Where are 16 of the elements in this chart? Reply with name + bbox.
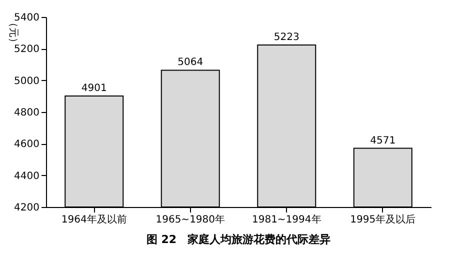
y-tick-label: 4200 xyxy=(14,202,40,214)
x-tick-label: 1981~1994年 xyxy=(252,214,322,226)
text: 图 22 家庭人均旅游花费的代际差异 xyxy=(146,233,331,246)
y-tick-label: 4800 xyxy=(14,108,40,118)
data-label: 4571 xyxy=(370,135,396,146)
y-tick-label: 4600 xyxy=(14,139,40,150)
y-tick-label: 5000 xyxy=(14,76,40,87)
x-tick-label: 1995年及以后 xyxy=(350,214,416,226)
x-tick-label: 1964年及以前 xyxy=(61,214,127,226)
y-tick-label: 5400 xyxy=(14,12,40,24)
data-label: 5064 xyxy=(178,57,204,68)
data-label: 5223 xyxy=(274,32,300,44)
y-tick-label: 4400 xyxy=(14,170,40,182)
data-label: 4901 xyxy=(81,83,107,94)
y-tick-label: 5200 xyxy=(14,44,40,56)
x-tick-label: 1965~1980年 xyxy=(156,214,226,226)
